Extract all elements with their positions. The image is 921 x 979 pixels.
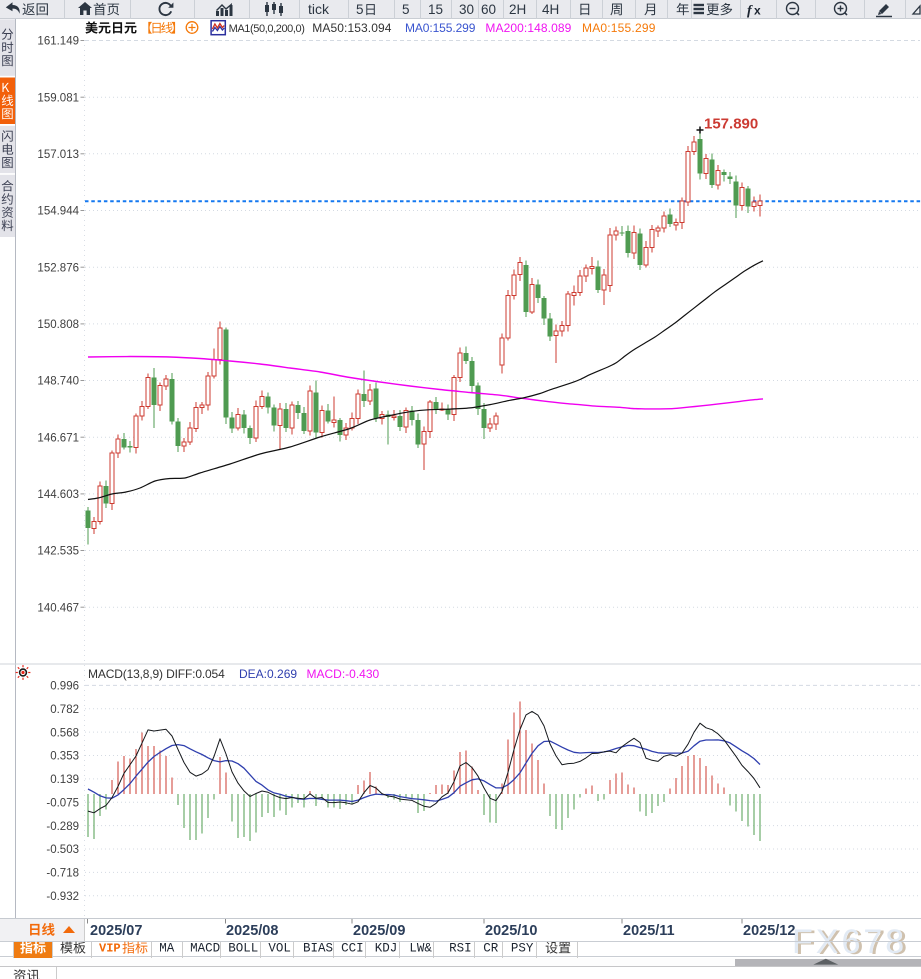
svg-text:BIAS: BIAS <box>303 942 333 956</box>
svg-text:f: f <box>747 4 753 19</box>
svg-text:140.467: 140.467 <box>37 602 79 614</box>
svg-text:0.996: 0.996 <box>50 681 79 693</box>
svg-text:BOLL: BOLL <box>228 942 258 956</box>
svg-text:2025/08: 2025/08 <box>226 923 278 939</box>
svg-text:MA1(50,0,200,0): MA1(50,0,200,0) <box>229 23 305 35</box>
svg-text:MA50:153.094: MA50:153.094 <box>312 21 391 35</box>
svg-text:15: 15 <box>428 2 443 17</box>
svg-text:2H: 2H <box>509 2 526 17</box>
svg-text:30: 30 <box>459 2 474 17</box>
svg-text:146.671: 146.671 <box>37 432 79 444</box>
svg-text:MACD:-0.430: MACD:-0.430 <box>307 667 380 681</box>
svg-text:LW&: LW& <box>409 942 432 956</box>
svg-text:2025/09: 2025/09 <box>353 923 405 939</box>
svg-text:157.890: 157.890 <box>704 116 758 133</box>
svg-text:2025/12: 2025/12 <box>743 923 795 939</box>
svg-text:MA: MA <box>159 942 175 956</box>
svg-text:-0.932: -0.932 <box>46 891 79 903</box>
svg-text:60: 60 <box>481 2 496 17</box>
svg-text:KDJ: KDJ <box>375 942 398 956</box>
svg-text:MA200:148.089: MA200:148.089 <box>485 21 571 35</box>
svg-text:MA0:155.299: MA0:155.299 <box>405 21 476 35</box>
svg-text:144.603: 144.603 <box>37 489 79 501</box>
svg-text:CR: CR <box>483 942 499 956</box>
svg-text:PSY: PSY <box>511 942 534 956</box>
svg-text:2025/10: 2025/10 <box>485 923 537 939</box>
svg-text:2025/07: 2025/07 <box>90 923 142 939</box>
svg-text:0.782: 0.782 <box>50 704 79 716</box>
svg-text:0.353: 0.353 <box>50 751 79 763</box>
svg-text:-0.289: -0.289 <box>46 821 79 833</box>
svg-text:CCI: CCI <box>341 942 364 956</box>
svg-text:5: 5 <box>402 2 410 17</box>
svg-text:4H: 4H <box>542 2 559 17</box>
svg-text:MA0:155.299: MA0:155.299 <box>582 21 656 35</box>
svg-text:VIP: VIP <box>99 942 121 956</box>
svg-text:MACD: MACD <box>190 942 220 956</box>
svg-text:150.808: 150.808 <box>37 319 79 331</box>
svg-text:-0.718: -0.718 <box>46 868 79 880</box>
svg-text:2025/11: 2025/11 <box>623 923 675 939</box>
svg-text:0.139: 0.139 <box>50 774 79 786</box>
svg-text:142.535: 142.535 <box>37 546 79 558</box>
svg-text:154.944: 154.944 <box>37 206 79 218</box>
svg-text:148.740: 148.740 <box>37 376 79 388</box>
svg-text:tick: tick <box>308 1 330 17</box>
svg-text:x: x <box>754 4 761 18</box>
svg-text:152.876: 152.876 <box>37 262 79 274</box>
svg-text:MACD(13,8,9) DIFF:0.054: MACD(13,8,9) DIFF:0.054 <box>88 667 225 681</box>
svg-text:VOL: VOL <box>268 942 291 956</box>
svg-text:159.081: 159.081 <box>37 92 79 104</box>
svg-text:5: 5 <box>356 2 364 17</box>
svg-text:-0.075: -0.075 <box>46 798 79 810</box>
svg-text:DEA:0.269: DEA:0.269 <box>239 667 297 681</box>
svg-text:157.013: 157.013 <box>37 149 79 161</box>
svg-text:RSI: RSI <box>449 942 472 956</box>
svg-text:-0.503: -0.503 <box>46 844 79 856</box>
svg-text:0.568: 0.568 <box>50 727 79 739</box>
svg-text:161.149: 161.149 <box>37 36 79 48</box>
